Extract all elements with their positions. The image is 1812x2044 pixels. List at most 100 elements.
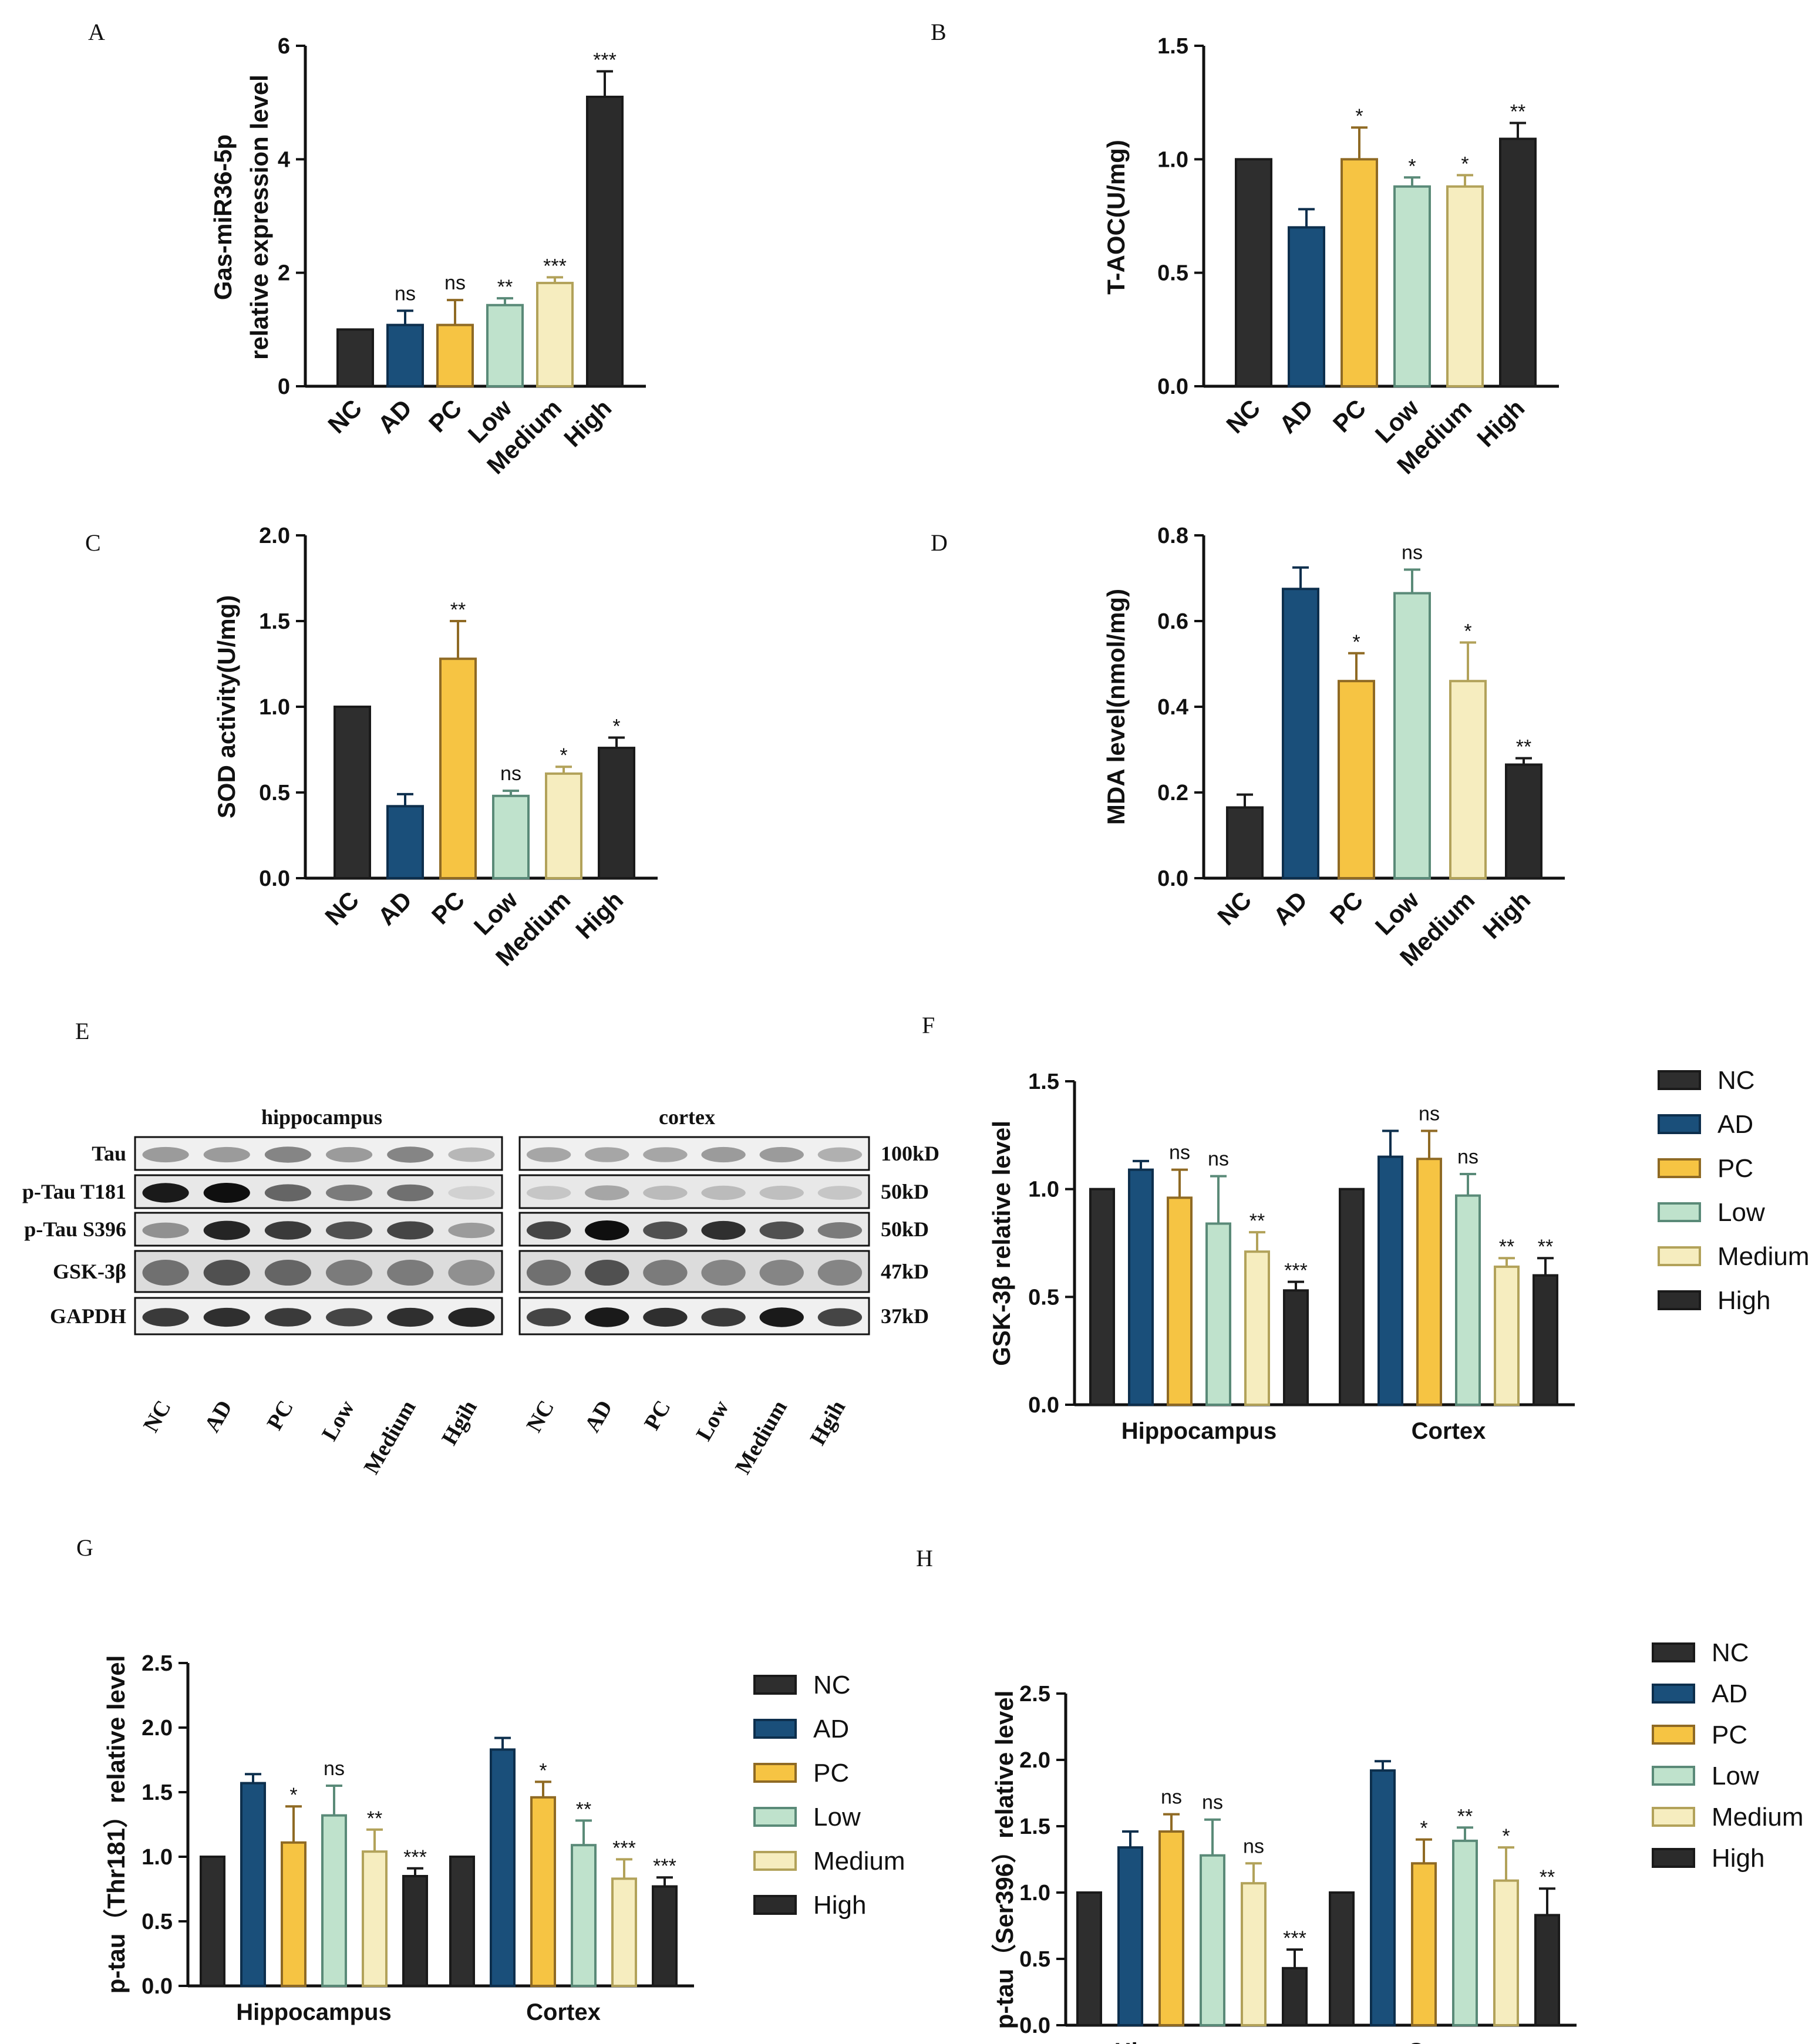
blot-band-cortex xyxy=(585,1147,629,1162)
blot-band-hippocampus xyxy=(203,1183,250,1203)
blot-band-hippocampus xyxy=(387,1260,434,1286)
blot-strip-hippocampus xyxy=(134,1250,503,1293)
bar-d-low xyxy=(1393,592,1431,879)
chart-panel-b: 0.00.51.01.5T-AOC(U/mg)NC AD*PC*Low*Mediu… xyxy=(1102,34,1559,480)
y-tick-label-c: 1.0 xyxy=(259,695,290,720)
y-tick-label-g: 1.0 xyxy=(142,1845,173,1870)
blot-band-cortex xyxy=(817,1308,863,1327)
y-tick-label-b: 0.0 xyxy=(1157,375,1188,399)
legend-label-pc: PC xyxy=(813,1759,849,1787)
x-group-label-hippocampus: Hippocampus xyxy=(1114,2039,1269,2044)
y-axis-title-a: Gas-miR36-5p xyxy=(209,134,237,300)
blot-band-cortex xyxy=(526,1147,571,1162)
bar-g-hippocampus-medium xyxy=(362,1850,388,1987)
y-tick-label-d: 0.8 xyxy=(1157,524,1188,548)
significance-label-a-low: ** xyxy=(497,276,513,298)
blot-strip-hippocampus xyxy=(134,1174,503,1209)
bar-c-pc xyxy=(439,657,477,879)
bar-f-hippocampus-pc xyxy=(1167,1196,1193,1406)
blot-band-cortex xyxy=(817,1147,863,1162)
x-category-label-nc: NC xyxy=(1212,886,1257,930)
blot-band-hippocampus xyxy=(448,1147,495,1162)
x-category-label-nc: NC xyxy=(322,394,367,439)
blot-strip-hippocampus xyxy=(134,1212,503,1247)
significance-label-a-medium: *** xyxy=(543,255,567,277)
blot-band-hippocampus xyxy=(326,1146,373,1163)
legend-label-nc: NC xyxy=(813,1671,851,1699)
chart-panel-g: 0.0 0.5 1.0 1.5 2.0 2.5 p-tau（Thr181）relative … xyxy=(102,1651,905,2025)
blot-strip-cortex xyxy=(518,1212,870,1247)
blot-strip-cortex xyxy=(518,1136,870,1171)
x-category-label-high: High xyxy=(558,394,617,452)
legend-label-pc: PC xyxy=(1717,1154,1753,1183)
blot-lane-label-cortex: PC xyxy=(639,1397,676,1435)
y-tick-label-b: 0.5 xyxy=(1157,261,1188,286)
bar-f-cortex-low xyxy=(1455,1194,1481,1406)
y-tick-label-b: 1.0 xyxy=(1157,147,1188,172)
chart-panel-d: 0.0 0.2 0.4 0.6 0.8 MDA level(nmol/mg) NC AD * PC… xyxy=(1102,524,1565,972)
blot-band-hippocampus xyxy=(326,1221,373,1240)
legend-swatch-high xyxy=(753,1895,797,1915)
significance-label-d-medium: * xyxy=(1464,620,1471,643)
blot-lane-label-hippocampus: Medium xyxy=(359,1397,421,1479)
significance-label-g-hippocampus-medium: ** xyxy=(367,1807,382,1830)
legend-label-high: High xyxy=(813,1891,867,1920)
legend-swatch-low xyxy=(1652,1766,1695,1786)
bar-h-hippocampus-pc xyxy=(1158,1830,1184,2027)
bar-c-nc xyxy=(334,706,371,879)
blot-lane-label-hippocampus: Hgih xyxy=(437,1397,481,1449)
blot-band-hippocampus xyxy=(387,1146,434,1163)
significance-label-b-medium: * xyxy=(1461,153,1469,175)
blot-band-cortex xyxy=(643,1221,688,1240)
bar-g-hippocampus-low xyxy=(321,1814,347,1988)
blot-band-hippocampus xyxy=(387,1307,434,1327)
significance-label-h-hippocampus-low: ns xyxy=(1202,1792,1223,1814)
blot-size-label: 100kD xyxy=(881,1142,939,1165)
bar-h-hippocampus-medium xyxy=(1241,1882,1267,2026)
significance-label-h-hippocampus-pc: ns xyxy=(1161,1786,1182,1809)
y-tick-label-b: 1.5 xyxy=(1157,34,1188,59)
legend-label-ad: AD xyxy=(1712,1679,1747,1708)
x-category-label-nc: NC xyxy=(1221,394,1265,439)
significance-label-f-hippocampus-high: *** xyxy=(1284,1260,1308,1282)
significance-label-h-cortex-high: ** xyxy=(1540,1866,1555,1888)
bar-b-nc xyxy=(1235,158,1272,387)
blot-strip-cortex xyxy=(518,1297,870,1335)
blot-strip-hippocampus xyxy=(134,1297,503,1335)
y-axis-title-h: p-tau（Ser396）relative level xyxy=(991,1691,1018,2029)
bar-c-high xyxy=(598,747,635,879)
bar-g-cortex-nc xyxy=(449,1856,475,1987)
bar-f-cortex-medium xyxy=(1494,1265,1520,1406)
legend-swatch-low xyxy=(753,1807,797,1827)
bar-d-pc xyxy=(1338,680,1375,879)
y-tick-label-f: 0.0 xyxy=(1028,1393,1059,1418)
x-category-label-ad: AD xyxy=(372,394,417,439)
significance-label-g-hippocampus-pc: * xyxy=(289,1784,297,1806)
y-tick-label-d: 0.6 xyxy=(1157,609,1188,634)
blot-lane-label-cortex: NC xyxy=(522,1397,560,1437)
blot-band-hippocampus xyxy=(387,1221,434,1240)
significance-label-f-hippocampus-low: ns xyxy=(1208,1148,1229,1171)
blot-band-cortex xyxy=(759,1146,804,1163)
blot-band-hippocampus xyxy=(326,1260,373,1286)
y-axis-title-b: T-AOC(U/mg) xyxy=(1102,140,1130,295)
legend-swatch-low xyxy=(1658,1202,1701,1222)
chart-panel-a: 0 2 4 6 Gas-miR36-5p relative expression leve… xyxy=(209,34,646,480)
blot-band-cortex xyxy=(701,1146,746,1163)
bar-f-hippocampus-high xyxy=(1283,1289,1309,1406)
significance-label-d-high: ** xyxy=(1516,736,1531,758)
blot-band-cortex xyxy=(817,1222,863,1239)
significance-label-g-cortex-pc: * xyxy=(539,1759,547,1782)
blot-lane-label-cortex: Low xyxy=(692,1396,735,1445)
significance-label-c-pc: ** xyxy=(450,599,466,621)
legend-label-nc: NC xyxy=(1712,1638,1749,1667)
significance-label-c-low: ns xyxy=(500,763,521,785)
panel-label-g: G xyxy=(76,1534,93,1561)
blot-band-hippocampus xyxy=(264,1260,311,1286)
significance-label-g-cortex-high: *** xyxy=(653,1855,676,1877)
blot-band-cortex xyxy=(643,1260,688,1286)
bar-c-low xyxy=(492,794,530,879)
blot-band-cortex xyxy=(817,1186,863,1200)
x-category-label-pc: PC xyxy=(1328,394,1372,438)
